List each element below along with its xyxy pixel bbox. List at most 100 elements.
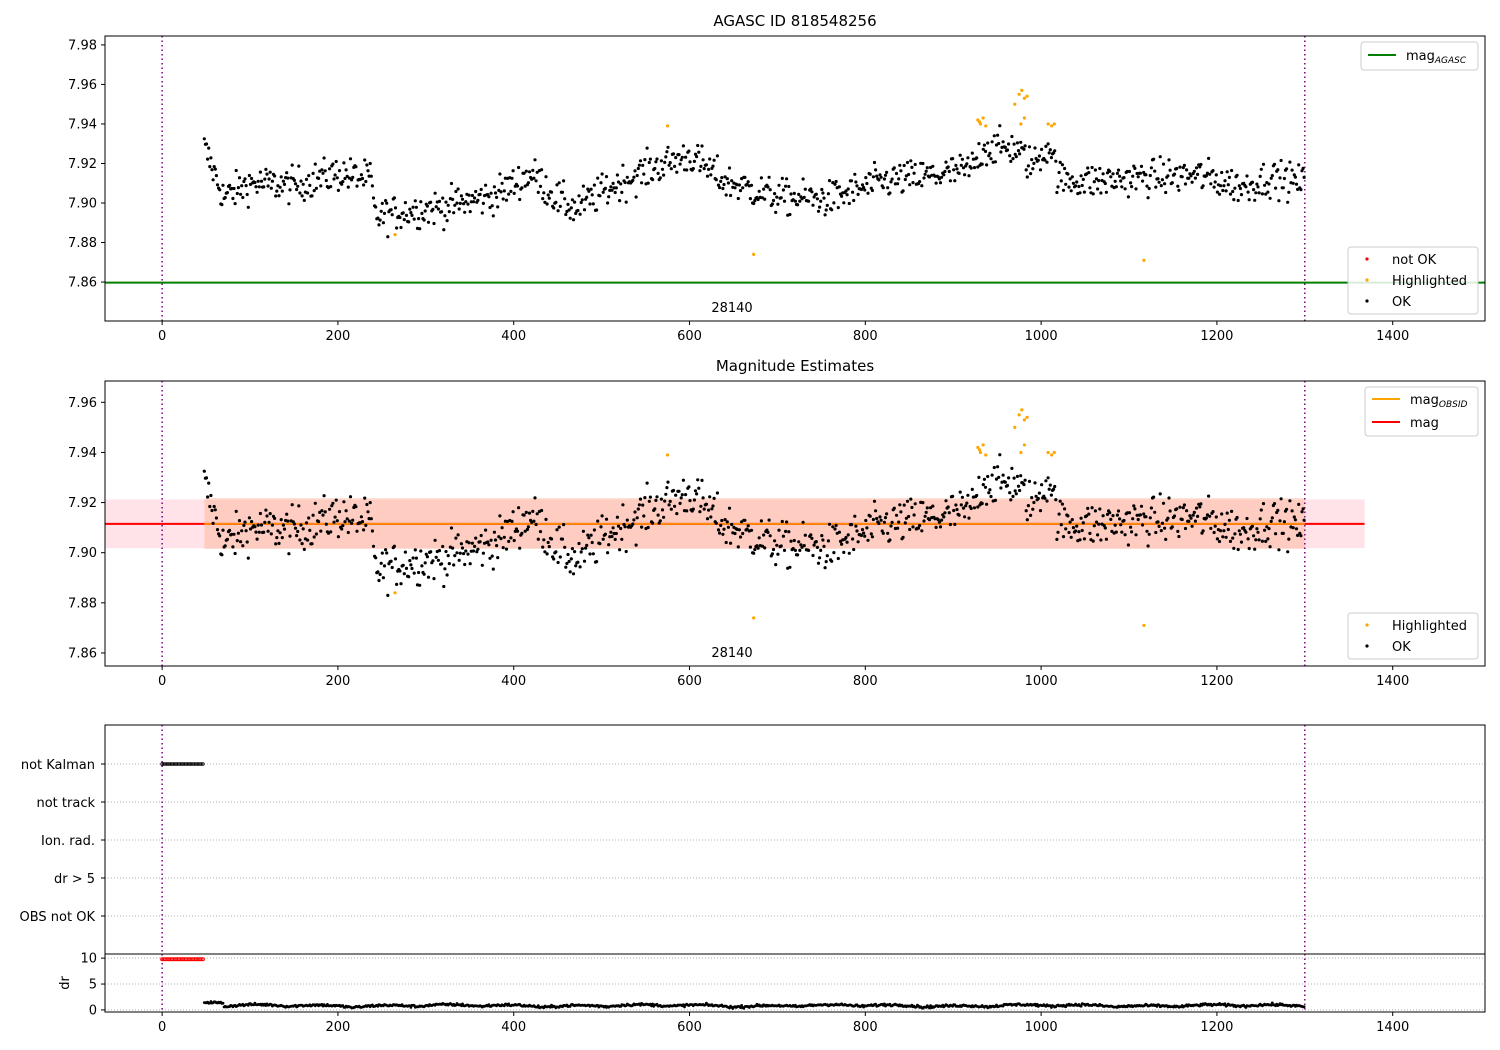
ok-point — [1097, 179, 1101, 183]
ok-point — [663, 499, 667, 503]
ok-point — [437, 549, 442, 553]
ok-point — [678, 162, 682, 166]
ok-point — [346, 185, 350, 189]
dr-point — [409, 1006, 413, 1009]
ok-point — [304, 521, 309, 525]
ok-point — [457, 207, 461, 211]
ok-point — [493, 538, 498, 542]
ok-point — [580, 547, 584, 551]
ok-point — [875, 174, 879, 178]
ok-point — [921, 161, 925, 166]
ok-point — [1077, 184, 1081, 189]
ok-point — [515, 529, 520, 533]
ok-point — [502, 535, 506, 539]
ok-point — [625, 175, 629, 179]
ok-point — [1209, 182, 1213, 186]
ok-point — [484, 183, 488, 187]
ok-point — [1238, 186, 1242, 191]
ok-point — [1156, 177, 1160, 181]
ok-point — [208, 165, 212, 169]
ok-point — [420, 211, 424, 215]
ok-point — [473, 544, 477, 549]
ok-point — [235, 539, 239, 543]
ok-point — [1116, 509, 1121, 513]
ok-point — [1037, 491, 1041, 495]
ok-point — [736, 545, 740, 549]
ok-point — [1058, 499, 1062, 503]
ok-point — [544, 517, 548, 522]
ok-point — [902, 503, 906, 507]
highlighted-point — [1020, 88, 1024, 92]
ok-point — [865, 526, 869, 530]
ok-point — [524, 510, 528, 514]
ok-point — [425, 555, 429, 559]
ok-point — [401, 211, 405, 215]
ok-point — [746, 524, 750, 528]
ok-point — [896, 182, 900, 186]
ok-point — [329, 185, 333, 189]
ok-point — [542, 191, 546, 195]
ok-point — [586, 533, 590, 537]
ok-point — [957, 171, 961, 175]
ok-point — [897, 177, 901, 181]
ok-point — [236, 531, 240, 535]
ok-point — [1266, 190, 1270, 194]
ok-point — [1269, 176, 1273, 180]
ok-point — [332, 520, 336, 524]
ok-point — [274, 194, 278, 198]
ok-point — [399, 582, 403, 586]
ok-point — [883, 173, 888, 177]
highlighted-point — [1013, 425, 1017, 429]
ok-point — [297, 164, 301, 168]
ok-point — [471, 200, 476, 204]
ok-point — [1104, 190, 1108, 194]
ok-point — [533, 496, 537, 500]
ok-point — [997, 141, 1001, 146]
ok-point — [566, 202, 570, 206]
ok-point — [214, 516, 218, 520]
ok-point — [362, 183, 366, 187]
ok-point — [458, 551, 462, 555]
ok-point — [827, 522, 832, 526]
ok-point — [854, 524, 858, 528]
ok-point — [426, 575, 431, 579]
ok-point — [507, 192, 511, 196]
ok-point — [234, 509, 238, 513]
ok-point — [999, 150, 1003, 154]
ok-point — [231, 196, 235, 201]
ok-point — [360, 176, 365, 181]
ok-point — [666, 145, 670, 149]
ok-point — [1230, 509, 1234, 513]
ok-point — [475, 550, 479, 554]
ok-point — [1236, 547, 1240, 552]
ok-point — [886, 531, 890, 535]
ok-point — [525, 527, 530, 532]
ok-point — [720, 518, 724, 523]
ok-point — [1026, 504, 1030, 508]
ok-point — [232, 532, 236, 536]
ok-point — [1217, 192, 1222, 196]
ok-point — [1261, 162, 1266, 166]
ok-point — [797, 540, 801, 544]
ok-point — [1232, 546, 1236, 551]
ok-point — [496, 556, 500, 560]
ok-point — [1126, 543, 1130, 547]
ok-point — [1079, 516, 1083, 520]
ok-point — [1239, 193, 1244, 197]
ok-point — [931, 504, 935, 508]
ok-point — [1031, 507, 1035, 511]
ok-point — [638, 497, 643, 501]
ok-point — [1172, 172, 1177, 176]
ok-point — [443, 214, 447, 218]
ok-point — [491, 567, 495, 571]
y-tick-label: 7.90 — [68, 546, 97, 561]
ok-point — [1025, 175, 1029, 179]
ok-point — [1170, 181, 1174, 185]
ok-point — [659, 159, 664, 163]
ok-point — [297, 504, 301, 508]
ok-point — [792, 191, 796, 195]
ok-point — [368, 501, 372, 505]
ok-point — [253, 180, 257, 185]
ok-point — [725, 520, 729, 524]
ok-point — [535, 170, 539, 174]
